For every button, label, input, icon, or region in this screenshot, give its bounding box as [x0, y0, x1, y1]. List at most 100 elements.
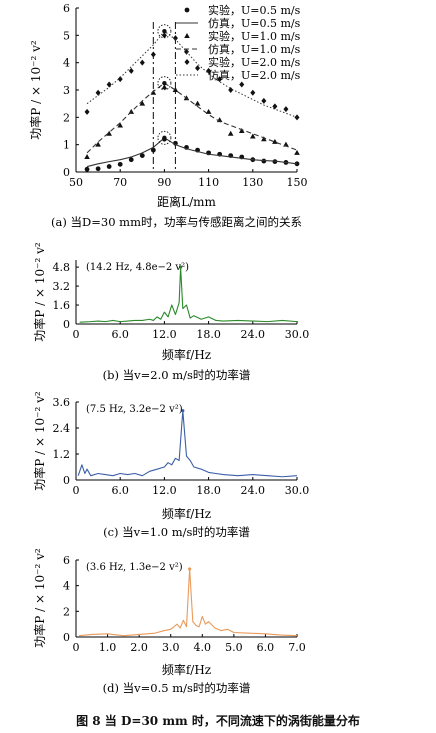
- data-point: [161, 32, 167, 39]
- panel-caption: (a) 当D=30 mm时，功率与传感距离之间的关系: [51, 215, 302, 229]
- x-tick-label: 6.0: [111, 328, 129, 341]
- data-point: [194, 100, 201, 106]
- y-tick-label: 0: [63, 474, 70, 487]
- y-tick-label: 2: [63, 111, 70, 124]
- data-point: [117, 76, 123, 83]
- data-point: [95, 166, 101, 172]
- x-tick-label: 5.0: [225, 641, 243, 654]
- chart-panel-d: 0 1.0 2.0 3.0 4.0 5.0 6.0 7.0 0 2 4 6 频率f/Hz 功率P / × …: [32, 548, 306, 695]
- x-axis-label: 频率f/Hz: [162, 506, 211, 521]
- x-tick-label: 2.0: [130, 641, 148, 654]
- legend-entry-3: 仿真，U=1.0 m/s: [176, 42, 301, 56]
- x-tick-label: 70: [113, 176, 127, 189]
- data-point: [206, 67, 212, 74]
- y-axis-label: 功率P / × 10⁻² v²: [32, 548, 47, 648]
- y-tick-label: 3: [63, 84, 70, 97]
- y-tick-label: 6: [63, 554, 70, 567]
- data-point: [139, 153, 145, 159]
- data-point: [95, 89, 101, 96]
- y-tick-label: 1.2: [53, 448, 71, 461]
- x-tick-label: 4.0: [194, 641, 212, 654]
- panel-caption: (c) 当v=1.0 m/s时的功率谱: [103, 525, 250, 539]
- x-tick-label: 3.0: [162, 641, 180, 654]
- data-point: [84, 166, 90, 172]
- legend-swatch: [184, 59, 190, 65]
- peak-annotation: (14.2 Hz, 4.8e−2 v²): [86, 262, 189, 273]
- x-tick-label: 0: [73, 641, 80, 654]
- x-tick-label: 30.0: [285, 484, 310, 497]
- legend-swatch: [184, 7, 190, 13]
- y-axis-label: 功率P / × 10⁻² v²: [28, 40, 43, 140]
- data-point: [238, 128, 245, 133]
- data-point: [150, 51, 156, 58]
- peak-annotation: (7.5 Hz, 3.2e−2 v²): [86, 404, 183, 415]
- x-tick-label: 90: [157, 176, 171, 189]
- panel-caption: (b) 当v=2.0 m/s时的功率谱: [103, 368, 251, 382]
- y-tick-label: 0: [63, 631, 70, 644]
- series-line-1: [86, 137, 298, 168]
- legend-label: 仿真，U=0.5 m/s: [208, 16, 301, 30]
- data-point: [294, 161, 300, 167]
- legend-label: 仿真，U=1.0 m/s: [208, 42, 301, 56]
- spectrum-peak-point: [181, 409, 185, 413]
- x-tick-label: 24.0: [241, 328, 266, 341]
- data-point: [294, 149, 300, 155]
- peak-marker: [157, 130, 172, 145]
- data-point: [250, 133, 256, 139]
- x-axis-label: 距离L/mm: [157, 194, 216, 209]
- legend-entry-0: 实验，U=0.5 m/s: [184, 3, 301, 17]
- x-tick-label: 7.0: [288, 641, 306, 654]
- y-tick-label: 0: [63, 318, 70, 331]
- x-tick-label: 0: [73, 484, 80, 497]
- data-point: [228, 87, 234, 93]
- peak-marker-center: [162, 80, 167, 86]
- panel-caption: (d) 当v=0.5 m/s时的功率谱: [103, 681, 251, 695]
- data-point: [250, 89, 256, 96]
- peak-marker: [157, 76, 172, 91]
- chart-panel-c: 0 6.0 12.0 18.0 24.0 30.0 0 1.2 2.4 3.6 频率f/Hz 功率P …: [32, 391, 309, 539]
- data-point: [106, 130, 112, 136]
- legend-entry-2: 实验，U=1.0 m/s: [184, 29, 301, 43]
- legend-label: 仿真，U=2.0 m/s: [208, 68, 301, 82]
- data-point: [150, 89, 157, 95]
- legend-entry-4: 实验，U=2.0 m/s: [184, 55, 301, 69]
- chart-panel-a: 50 70 90 110 130 150 0 1 2 3 4 5 6 距离L/mm 功率P / × 10⁻²…: [28, 2, 308, 229]
- x-tick-label: 130: [242, 176, 263, 189]
- y-tick-label: 1: [63, 139, 70, 152]
- x-tick-label: 1.0: [99, 641, 117, 654]
- data-point: [84, 153, 90, 159]
- x-tick-label: 50: [69, 176, 83, 189]
- x-tick-label: 12.0: [152, 328, 177, 341]
- legend-swatch: [184, 33, 190, 38]
- y-tick-label: 3.6: [53, 396, 71, 409]
- x-tick-label: 12.0: [152, 484, 177, 497]
- y-tick-label: 4: [63, 580, 70, 593]
- data-point: [161, 84, 168, 90]
- data-point: [95, 141, 101, 147]
- legend-label: 实验，U=0.5 m/s: [208, 3, 301, 17]
- spectrum-line: [77, 410, 298, 478]
- spectrum-line: [79, 266, 298, 323]
- legend-entry-1: 仿真，U=0.5 m/s: [176, 16, 301, 30]
- x-tick-label: 18.0: [196, 484, 221, 497]
- series-line-3: [86, 82, 298, 154]
- x-tick-label: 24.0: [241, 484, 266, 497]
- data-point: [150, 147, 156, 153]
- data-point: [261, 136, 267, 142]
- x-tick-label: 110: [198, 176, 219, 189]
- y-tick-label: 3.2: [53, 280, 71, 293]
- y-tick-label: 4.8: [53, 261, 71, 274]
- x-tick-label: 0: [73, 328, 80, 341]
- legend-label: 实验，U=2.0 m/s: [208, 55, 301, 69]
- chart-panel-b: 0 6.0 12.0 18.0 24.0 30.0 0 1.6 3.2 4.8 频率f/Hz 功率P …: [32, 242, 309, 382]
- x-tick-label: 6.0: [111, 484, 129, 497]
- y-tick-label: 0: [63, 166, 70, 179]
- data-point: [128, 157, 134, 163]
- y-axis-label: 功率P / × 10⁻² v²: [32, 391, 47, 491]
- spectrum-peak-point: [188, 567, 192, 571]
- data-point: [139, 100, 146, 106]
- data-point: [117, 161, 123, 167]
- y-tick-label: 1.6: [53, 299, 71, 312]
- data-point: [283, 106, 289, 113]
- y-tick-label: 2: [63, 605, 70, 618]
